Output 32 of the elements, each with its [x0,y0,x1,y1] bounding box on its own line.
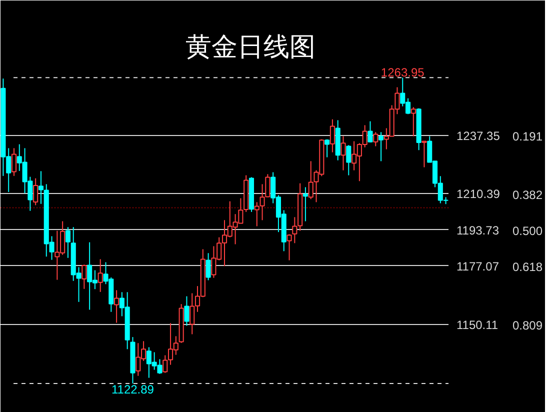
candlestick [65,226,70,258]
annotation: 1263.95 [380,66,425,80]
candlestick [98,258,103,292]
y2-tick-label: 0.618 [512,260,543,274]
candlestick [286,234,292,261]
candlestick [324,138,330,158]
candlestick [302,186,308,222]
candlestick [368,120,373,143]
text: 黄金日线图 [186,32,316,62]
candlestick [114,290,120,324]
candlestick [346,144,352,176]
candlestick [11,148,17,176]
y2-tick-label: 0.382 [512,188,543,202]
y-tick-label: 1150.11 [456,318,498,332]
y-tick-label: 1193.73 [456,223,500,238]
candlestick [330,118,335,153]
y-tick-label: 1177.07 [456,259,500,274]
candlestick [206,252,211,281]
candlestick [340,136,346,171]
candlestick [422,140,427,168]
candlestick [82,264,87,290]
annotation: 1122.89 [112,382,154,396]
candlestick [33,178,38,206]
candlestick [410,106,416,137]
candlestick [378,132,384,162]
y2-tick-label: 0.191 [512,130,543,144]
y2-tick-label: 0.500 [512,224,543,238]
y-tick-label: 1210.39 [456,187,500,202]
y2-tick-label: 0.809 [512,318,543,333]
candlestick [184,296,190,326]
candlestick [373,132,378,147]
y-tick-label: 1237.35 [456,128,500,143]
